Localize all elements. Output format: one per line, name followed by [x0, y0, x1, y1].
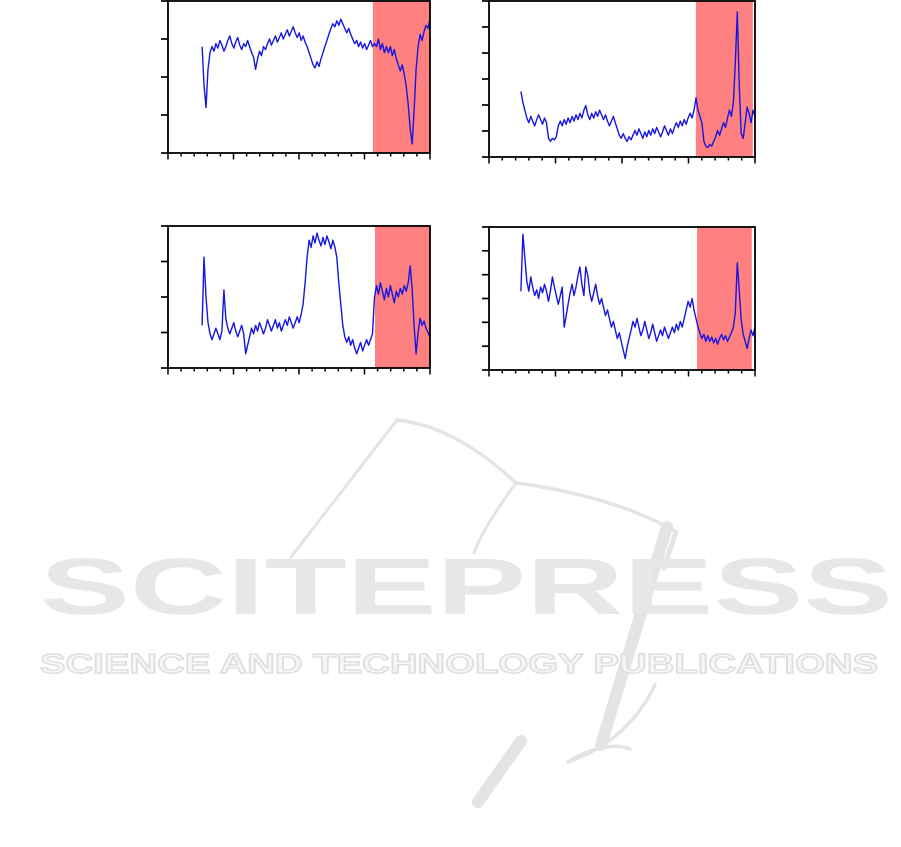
watermark-subtitle: SCIENCE AND TECHNOLOGY PUBLICATIONS — [40, 648, 878, 679]
chart-top-right — [479, 0, 759, 167]
chart-bottom-left — [158, 224, 434, 378]
open-book-graphic — [289, 418, 679, 808]
watermark-title: SCITEPRESS — [40, 542, 893, 631]
chart-top-left — [158, 0, 434, 163]
chart-bottom-right — [479, 225, 759, 380]
